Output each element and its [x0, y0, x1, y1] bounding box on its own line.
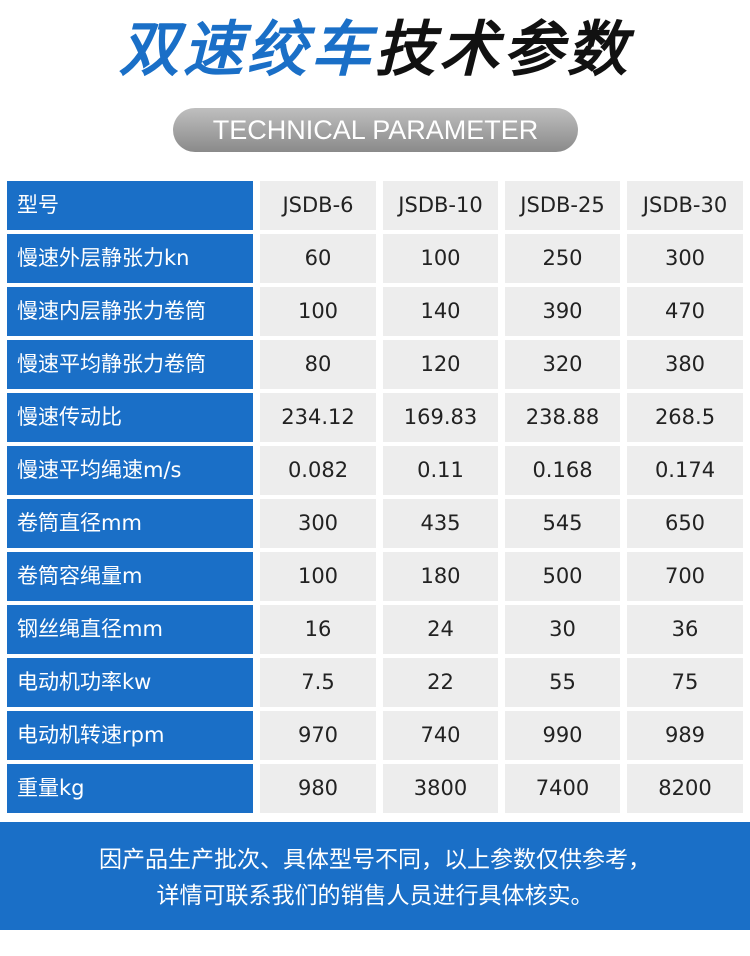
- row-header: 慢速内层静张力卷筒: [7, 287, 253, 336]
- row-header: 卷筒直径mm: [7, 499, 253, 548]
- title-blue: 双速绞车: [119, 15, 375, 85]
- cell: 268.5: [627, 393, 743, 442]
- cell: 545: [505, 499, 620, 548]
- row-header: 慢速平均绳速m/s: [7, 446, 253, 495]
- cell: 75: [627, 658, 743, 707]
- cell: 7400: [505, 764, 620, 813]
- column-header: JSDB-6: [260, 181, 376, 230]
- cell: 238.88: [505, 393, 620, 442]
- cell: 0.11: [383, 446, 498, 495]
- row-header: 型号: [7, 181, 253, 230]
- cell: 60: [260, 234, 376, 283]
- cell: 7.5: [260, 658, 376, 707]
- cell: 100: [383, 234, 498, 283]
- table: 型号 JSDB-6 JSDB-10 JSDB-25 JSDB-30 慢速外层静张力kn 60…: [7, 181, 743, 813]
- cell: 740: [383, 711, 498, 760]
- cell: 250: [505, 234, 620, 283]
- column-header: JSDB-10: [383, 181, 498, 230]
- row-header: 慢速传动比: [7, 393, 253, 442]
- cell: 470: [627, 287, 743, 336]
- cell: 120: [383, 340, 498, 389]
- cell: 3800: [383, 764, 498, 813]
- row-header: 电动机转速rpm: [7, 711, 253, 760]
- cell: 0.174: [627, 446, 743, 495]
- cell: 435: [383, 499, 498, 548]
- cell: 650: [627, 499, 743, 548]
- footer: 因产品生产批次、具体型号不同，以上参数仅供参考， 详情可联系我们的销售人员进行具体…: [0, 822, 750, 930]
- cell: 500: [505, 552, 620, 601]
- cell: 320: [505, 340, 620, 389]
- cell: 169.83: [383, 393, 498, 442]
- cell: 300: [627, 234, 743, 283]
- cell: 990: [505, 711, 620, 760]
- cell: 980: [260, 764, 376, 813]
- cell: 380: [627, 340, 743, 389]
- row-header: 慢速平均静张力卷筒: [7, 340, 253, 389]
- cell: 22: [383, 658, 498, 707]
- cell: 30: [505, 605, 620, 654]
- row-header: 钢丝绳直径mm: [7, 605, 253, 654]
- row-header: 慢速外层静张力kn: [7, 234, 253, 283]
- cell: 970: [260, 711, 376, 760]
- cell: 55: [505, 658, 620, 707]
- cell: 700: [627, 552, 743, 601]
- row-header: 重量kg: [7, 764, 253, 813]
- cell: 180: [383, 552, 498, 601]
- cell: 36: [627, 605, 743, 654]
- footer-line: 详情可联系我们的销售人员进行具体核实。: [156, 883, 594, 909]
- cell: 234.12: [260, 393, 376, 442]
- column-header: JSDB-30: [627, 181, 743, 230]
- cell: 140: [383, 287, 498, 336]
- cell: 16: [260, 605, 376, 654]
- cell: 100: [260, 287, 376, 336]
- cell: 989: [627, 711, 743, 760]
- cell: 24: [383, 605, 498, 654]
- cell: 0.168: [505, 446, 620, 495]
- cell: 80: [260, 340, 376, 389]
- cell: 8200: [627, 764, 743, 813]
- cell: 300: [260, 499, 376, 548]
- cell: 390: [505, 287, 620, 336]
- row-header: 卷筒容绳量m: [7, 552, 253, 601]
- column-header: JSDB-25: [505, 181, 620, 230]
- title-black: 技术参数: [375, 15, 631, 85]
- title: 双速绞车技术参数: [0, 12, 750, 88]
- row-header: 电动机功率kw: [7, 658, 253, 707]
- cell: 0.082: [260, 446, 376, 495]
- subtitle: TECHNICAL PARAMETER: [173, 108, 578, 152]
- footer-line: 因产品生产批次、具体型号不同，以上参数仅供参考，: [99, 847, 651, 873]
- cell: 100: [260, 552, 376, 601]
